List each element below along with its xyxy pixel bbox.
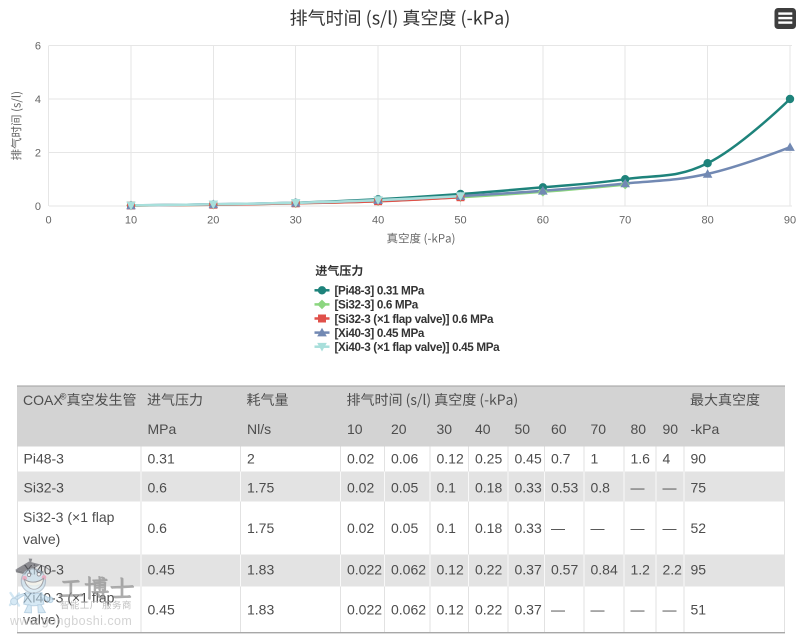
svg-text:40: 40 [475, 421, 491, 437]
svg-text:2: 2 [247, 450, 255, 466]
svg-text:1.83: 1.83 [247, 602, 274, 618]
svg-text:52: 52 [691, 520, 707, 536]
svg-text:75: 75 [691, 479, 707, 495]
svg-text:95: 95 [691, 562, 707, 578]
svg-text:0.12: 0.12 [437, 602, 464, 618]
svg-text:0.25: 0.25 [475, 450, 502, 466]
svg-text:0.7: 0.7 [551, 450, 571, 466]
svg-text:0.1: 0.1 [437, 479, 457, 495]
svg-text:0.12: 0.12 [437, 562, 464, 578]
svg-text:[Si32-3] 0.6 MPa: [Si32-3] 0.6 MPa [335, 299, 419, 312]
svg-text:MPa: MPa [148, 421, 177, 437]
svg-text:—: — [663, 479, 677, 495]
svg-text:0.05: 0.05 [391, 479, 418, 495]
svg-text:0.37: 0.37 [515, 602, 542, 618]
svg-text:0.22: 0.22 [475, 602, 502, 618]
svg-text:0.6: 0.6 [148, 520, 168, 536]
svg-text:20: 20 [207, 214, 219, 226]
svg-text:90: 90 [663, 421, 679, 437]
svg-text:—: — [663, 602, 677, 618]
svg-text:[Xi40-3 (×1 flap valve)] 0.45: [Xi40-3 (×1 flap valve)] 0.45 MPa [335, 341, 501, 354]
svg-text:0.18: 0.18 [475, 479, 502, 495]
svg-text:1.2: 1.2 [631, 562, 651, 578]
svg-text:0.6: 0.6 [148, 479, 168, 495]
svg-text:1.83: 1.83 [247, 562, 274, 578]
svg-text:—: — [631, 602, 645, 618]
svg-text:www.gongboshi.com: www.gongboshi.com [9, 614, 132, 628]
svg-text:[Pi48-3] 0.31 MPa: [Pi48-3] 0.31 MPa [335, 285, 425, 298]
svg-text:Nl/s: Nl/s [247, 421, 271, 437]
svg-text:0.8: 0.8 [591, 479, 611, 495]
svg-text:0: 0 [35, 201, 41, 213]
svg-text:0.02: 0.02 [347, 450, 374, 466]
svg-text:30: 30 [437, 421, 453, 437]
svg-text:COAX: COAX [23, 392, 63, 408]
svg-text:2.2: 2.2 [663, 562, 683, 578]
svg-text:valve): valve) [23, 531, 60, 547]
svg-text:0.022: 0.022 [347, 602, 382, 618]
svg-text:1.6: 1.6 [631, 450, 651, 466]
svg-text:—: — [551, 520, 565, 536]
svg-text:—: — [631, 479, 645, 495]
svg-text:0.37: 0.37 [515, 562, 542, 578]
svg-text:—: — [551, 602, 565, 618]
svg-text:—: — [591, 520, 605, 536]
svg-text:0.53: 0.53 [551, 479, 578, 495]
svg-text:0.06: 0.06 [391, 450, 418, 466]
svg-text:90: 90 [691, 450, 707, 466]
svg-text:1.75: 1.75 [247, 479, 274, 495]
svg-text:60: 60 [551, 421, 567, 437]
svg-text:[Xi40-3] 0.45 MPa: [Xi40-3] 0.45 MPa [335, 327, 425, 340]
svg-text:0: 0 [46, 214, 52, 226]
svg-text:—: — [591, 602, 605, 618]
svg-text:Si32-3 (×1 flap: Si32-3 (×1 flap [23, 509, 115, 525]
svg-text:70: 70 [591, 421, 607, 437]
svg-text:0.022: 0.022 [347, 562, 382, 578]
svg-text:0.02: 0.02 [347, 479, 374, 495]
svg-text:0.45: 0.45 [148, 602, 175, 618]
svg-text:—: — [631, 520, 645, 536]
svg-text:0.062: 0.062 [391, 602, 426, 618]
svg-text:10: 10 [125, 214, 137, 226]
svg-text:60: 60 [537, 214, 549, 226]
svg-text:80: 80 [701, 214, 713, 226]
svg-text:0.33: 0.33 [515, 479, 542, 495]
svg-text:4: 4 [663, 450, 671, 466]
svg-text:®: ® [60, 392, 67, 402]
svg-text:50: 50 [515, 421, 531, 437]
svg-text:50: 50 [454, 214, 466, 226]
svg-text:80: 80 [631, 421, 647, 437]
svg-text:1.75: 1.75 [247, 520, 274, 536]
svg-text:70: 70 [619, 214, 631, 226]
svg-text:0.062: 0.062 [391, 562, 426, 578]
svg-text:Pi48-3: Pi48-3 [24, 450, 65, 466]
svg-text:1: 1 [591, 450, 599, 466]
svg-text:[Si32-3 (×1 flap valve)] 0.6 M: [Si32-3 (×1 flap valve)] 0.6 MPa [335, 313, 495, 326]
svg-text:0.84: 0.84 [591, 562, 618, 578]
svg-text:0.18: 0.18 [475, 520, 502, 536]
svg-text:10: 10 [347, 421, 363, 437]
svg-text:—: — [663, 520, 677, 536]
svg-text:0.45: 0.45 [148, 562, 175, 578]
svg-text:0.45: 0.45 [515, 450, 542, 466]
svg-text:90: 90 [784, 214, 796, 226]
svg-text:20: 20 [391, 421, 407, 437]
svg-text:0.05: 0.05 [391, 520, 418, 536]
svg-text:0.22: 0.22 [475, 562, 502, 578]
svg-text:2: 2 [35, 148, 41, 160]
svg-text:30: 30 [290, 214, 302, 226]
svg-text:Si32-3: Si32-3 [24, 479, 65, 495]
svg-text:valve): valve) [23, 612, 60, 628]
svg-text:-kPa: -kPa [691, 421, 720, 437]
svg-text:51: 51 [691, 602, 707, 618]
svg-text:0.12: 0.12 [437, 450, 464, 466]
svg-text:4: 4 [35, 94, 41, 106]
svg-text:0.33: 0.33 [515, 520, 542, 536]
svg-text:0.57: 0.57 [551, 562, 578, 578]
svg-text:0.02: 0.02 [347, 520, 374, 536]
svg-text:6: 6 [35, 41, 41, 53]
svg-text:40: 40 [372, 214, 384, 226]
svg-text:0.31: 0.31 [148, 450, 175, 466]
svg-text:0.1: 0.1 [437, 520, 457, 536]
